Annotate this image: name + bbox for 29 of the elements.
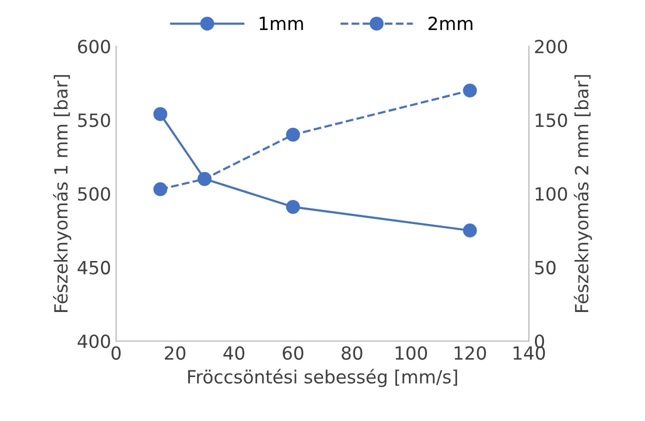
x-tick-label: 20 <box>164 346 186 360</box>
y2-axis-title: Fészeknyomás 2 mm [bar] <box>574 75 592 312</box>
x-tick-label: 40 <box>223 346 244 360</box>
x-tick-label: 140 <box>514 346 545 360</box>
y-tick-label: 450 <box>78 260 110 274</box>
y2-tick-label: 200 <box>535 40 568 54</box>
x-tick-label: 120 <box>454 346 486 360</box>
x-tick-label: 100 <box>396 346 427 360</box>
y-axis-title: Fészeknyomás 1 mm [bar] <box>53 75 72 312</box>
point <box>462 84 477 98</box>
point <box>153 107 168 122</box>
point <box>153 182 168 196</box>
point <box>286 128 300 142</box>
x-tick-label: 0 <box>112 346 121 360</box>
y2-tick-label: 50 <box>535 260 556 274</box>
x-tick-label: 60 <box>282 346 304 360</box>
y-tick-label: 550 <box>78 113 110 128</box>
y2-tick-label: 150 <box>536 113 568 128</box>
x-axis-title: Fröccsöntési sebesség [mm/s] <box>188 368 458 388</box>
legend-label: 1mm <box>260 16 303 30</box>
legend-label: 2mm <box>428 16 472 30</box>
y2-tick-label: 100 <box>536 187 568 201</box>
point <box>462 224 477 238</box>
y-tick-label: 600 <box>78 40 110 54</box>
x-tick-label: 80 <box>342 346 362 360</box>
point <box>198 172 212 186</box>
point <box>286 200 300 214</box>
y-tick-label: 500 <box>78 187 110 201</box>
y-tick-label: 400 <box>78 334 110 348</box>
